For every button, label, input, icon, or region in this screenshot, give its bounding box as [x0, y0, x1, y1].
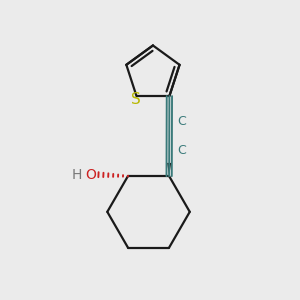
Polygon shape [167, 163, 171, 176]
Text: S: S [131, 92, 141, 107]
Text: H: H [72, 168, 82, 182]
Text: C: C [178, 115, 186, 128]
Text: C: C [178, 144, 186, 157]
Text: O: O [85, 168, 96, 182]
